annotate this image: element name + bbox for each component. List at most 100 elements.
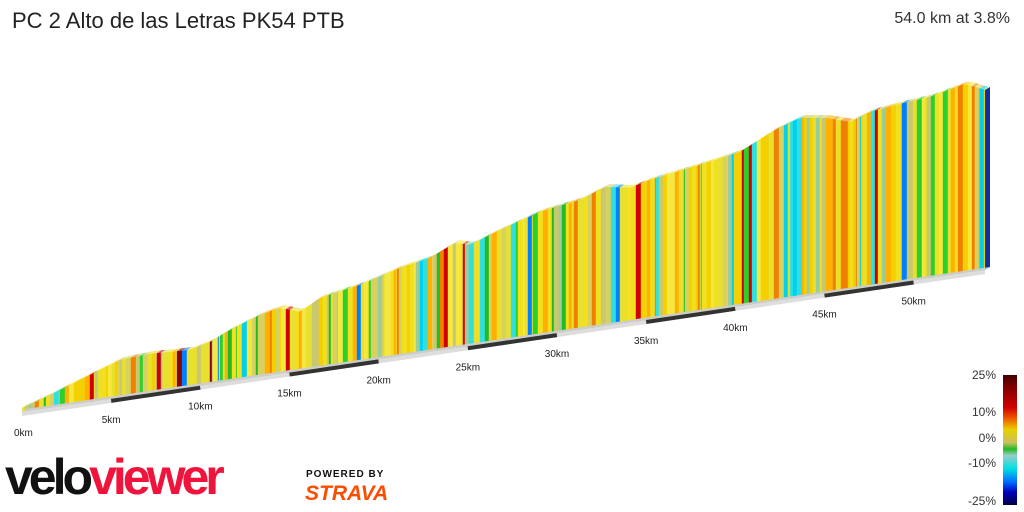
gradient-stripe xyxy=(921,97,926,280)
gradient-stripe xyxy=(100,366,107,401)
stripe-top-face xyxy=(700,161,705,165)
gradient-stripe xyxy=(658,175,664,319)
gradient-stripe xyxy=(209,340,213,385)
stripe-top-face xyxy=(74,379,80,383)
stripe-top-face xyxy=(939,89,947,94)
stripe-top-face xyxy=(532,212,537,216)
gradient-stripe xyxy=(515,221,519,340)
x-tick-label: 20km xyxy=(366,375,390,386)
stripe-top-face xyxy=(281,305,290,310)
gradient-stripe xyxy=(910,100,914,282)
gradient-stripe xyxy=(778,125,785,301)
stripe-top-face xyxy=(242,318,251,324)
stripe-top-face xyxy=(976,84,983,89)
gradient-stripe xyxy=(838,120,842,292)
gradient-stripe xyxy=(655,177,660,319)
stripe-top-face xyxy=(50,390,58,395)
stripe-top-face xyxy=(162,349,167,353)
gradient-colorbar xyxy=(1003,375,1017,505)
stripe-top-face xyxy=(882,104,890,109)
gradient-stripe xyxy=(460,243,464,348)
stripe-top-face xyxy=(679,166,688,172)
gradient-stripe xyxy=(301,307,307,371)
stripe-top-face xyxy=(22,404,27,408)
stripe-top-face xyxy=(299,307,306,312)
gradient-stripe xyxy=(806,117,811,297)
stripe-top-face xyxy=(867,108,875,114)
stripe-top-face xyxy=(444,244,452,250)
stripe-top-face xyxy=(423,255,432,261)
gradient-stripe xyxy=(635,183,642,322)
gradient-stripe xyxy=(553,206,560,334)
gradient-stripe xyxy=(271,309,277,376)
stripe-top-face xyxy=(538,209,543,213)
gradient-stripe xyxy=(600,186,607,327)
gradient-stripe xyxy=(684,168,690,315)
gradient-stripe xyxy=(957,84,964,275)
stripe-top-face xyxy=(744,143,753,150)
stripe-top-face xyxy=(963,81,972,85)
stripe-top-face xyxy=(601,184,610,190)
stripe-top-face xyxy=(469,240,478,245)
stripe-top-face xyxy=(802,115,808,118)
stripe-top-face xyxy=(416,258,424,263)
stripe-top-face xyxy=(329,291,335,296)
stripe-top-face xyxy=(29,401,35,405)
stripe-top-face xyxy=(236,323,241,327)
gradient-stripe xyxy=(224,331,228,383)
stripe-top-face xyxy=(31,399,39,404)
gradient-stripe xyxy=(924,97,928,280)
gradient-stripe xyxy=(847,121,851,291)
gradient-stripe xyxy=(363,281,369,362)
profile-base xyxy=(22,267,990,412)
stripe-top-face xyxy=(276,305,284,310)
gradient-stripe xyxy=(741,149,745,307)
gradient-stripe xyxy=(285,308,291,374)
stripe-top-face xyxy=(391,267,398,272)
stripe-top-face xyxy=(789,119,794,124)
gradient-stripe xyxy=(75,379,82,405)
stripe-top-face xyxy=(714,156,722,161)
stripe-top-face xyxy=(502,224,510,230)
stripe-top-face xyxy=(112,359,119,364)
stripe-top-face xyxy=(539,208,547,213)
stripe-top-face xyxy=(295,308,303,312)
gradient-stripe xyxy=(629,185,636,323)
gradient-stripe xyxy=(219,333,224,384)
stripe-top-face xyxy=(44,394,50,398)
gradient-stripe xyxy=(462,243,466,348)
stripe-top-face xyxy=(606,184,615,188)
gradient-stripe xyxy=(812,117,817,296)
stripe-top-face xyxy=(718,154,727,160)
stripe-top-face xyxy=(820,115,826,118)
stripe-top-face xyxy=(578,195,587,201)
gradient-stripe xyxy=(577,198,584,331)
stripe-top-face xyxy=(813,115,820,118)
gradient-stripe xyxy=(105,365,109,400)
stripe-top-face xyxy=(554,203,563,208)
gradient-stripe xyxy=(938,91,944,278)
stripe-top-face xyxy=(831,115,837,120)
stripe-top-face xyxy=(270,307,276,312)
distance-axis-segment xyxy=(289,359,379,377)
stripe-top-face xyxy=(611,184,620,188)
gradient-stripe xyxy=(912,99,918,281)
stripe-top-face xyxy=(497,226,506,232)
stripe-top-face xyxy=(357,281,365,286)
stripe-top-face xyxy=(951,84,959,90)
stripe-top-face xyxy=(907,98,915,103)
gradient-stripe xyxy=(413,262,417,355)
stripe-top-face xyxy=(616,184,624,188)
gradient-stripe xyxy=(262,312,266,377)
gradient-stripe xyxy=(147,353,153,394)
gradient-stripe xyxy=(447,243,454,350)
stripe-top-face xyxy=(548,205,556,210)
stripe-top-face xyxy=(319,294,327,299)
stripe-top-face xyxy=(896,100,905,106)
stripe-top-face xyxy=(214,334,222,340)
gradient-stripe xyxy=(318,296,324,369)
stripe-top-face xyxy=(902,99,911,104)
gradient-stripe xyxy=(950,87,956,276)
gradient-stripe xyxy=(352,285,358,364)
stripe-top-face xyxy=(927,93,935,98)
